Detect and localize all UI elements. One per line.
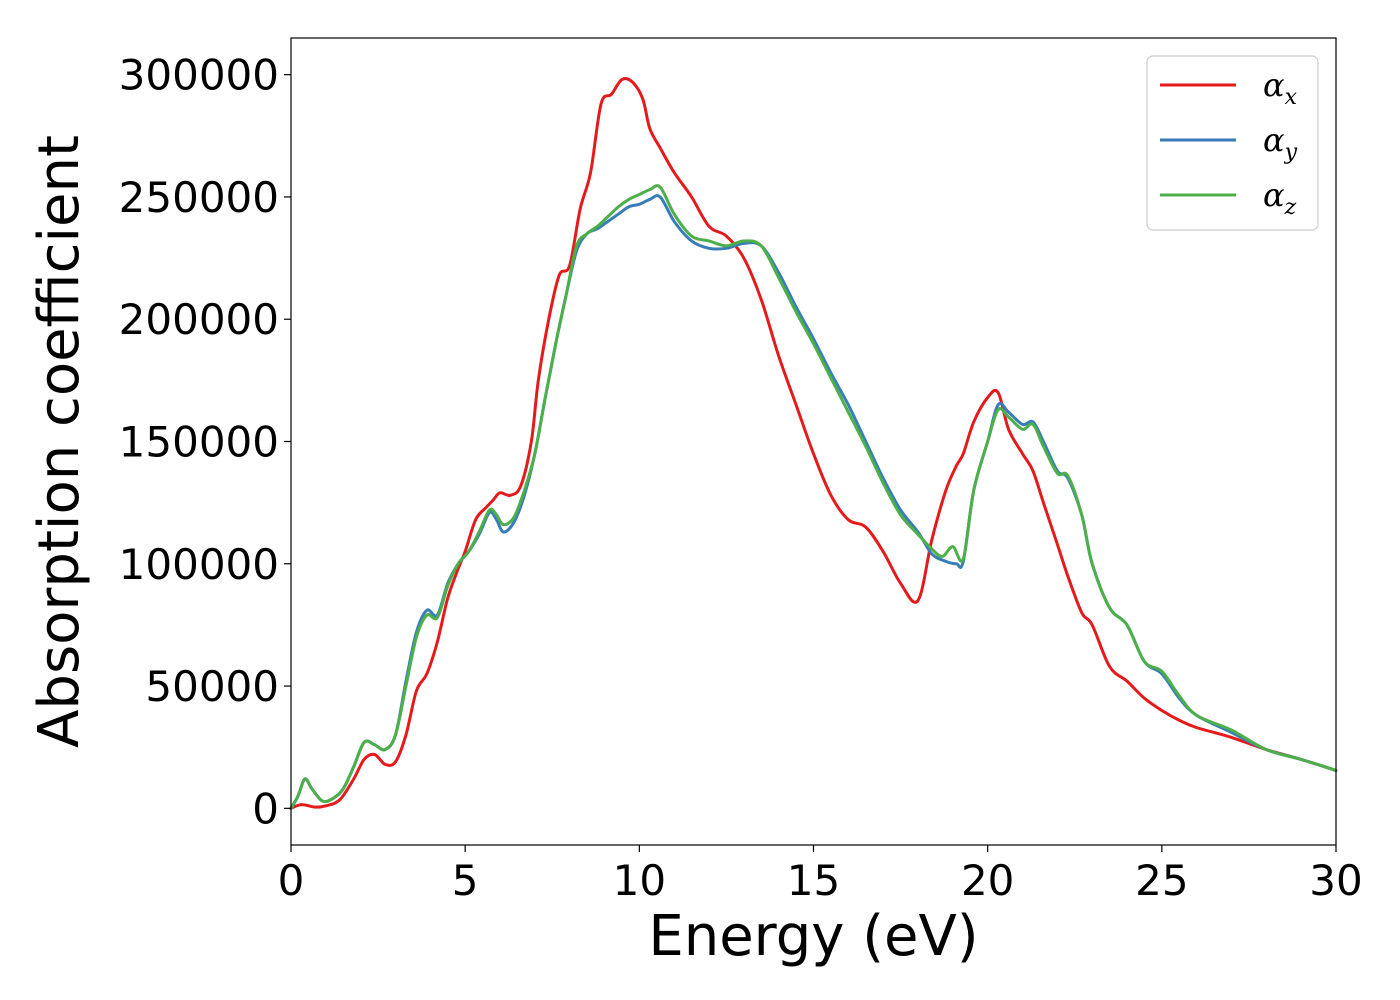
y-tick-label: 100000	[119, 540, 279, 589]
y-axis-label: Absorption coefficient	[27, 135, 92, 748]
y-tick-label: 0	[252, 784, 279, 833]
legend: αx αy αz	[1146, 55, 1319, 231]
y-tick-label: 200000	[119, 295, 279, 344]
series-line-z	[289, 184, 1338, 810]
x-tick-label: 15	[787, 856, 840, 905]
legend-box	[1146, 55, 1319, 231]
x-tick-label: 10	[613, 856, 666, 905]
series-line-x	[289, 77, 1338, 810]
y-axis-ticks: 0 50000 100000 150000 200000 250000 300000	[119, 51, 291, 833]
series-line-y	[289, 194, 1338, 810]
series-lines	[289, 77, 1338, 810]
legend-label-x: αx	[1263, 66, 1298, 110]
y-tick-label: 250000	[119, 173, 279, 222]
legend-label-z: αz	[1263, 176, 1297, 220]
y-tick-label: 50000	[145, 662, 279, 711]
x-axis-label: Energy (eV)	[648, 904, 978, 969]
x-tick-label: 20	[961, 856, 1014, 905]
x-tick-label: 25	[1135, 856, 1188, 905]
legend-label-y: αy	[1263, 121, 1298, 165]
x-axis-ticks: 0 5 10 15 20 25 30	[278, 845, 1363, 905]
x-tick-label: 0	[278, 856, 305, 905]
x-tick-label: 30	[1309, 856, 1362, 905]
x-tick-label: 5	[452, 856, 479, 905]
y-tick-label: 300000	[119, 51, 279, 100]
y-tick-label: 150000	[119, 418, 279, 467]
